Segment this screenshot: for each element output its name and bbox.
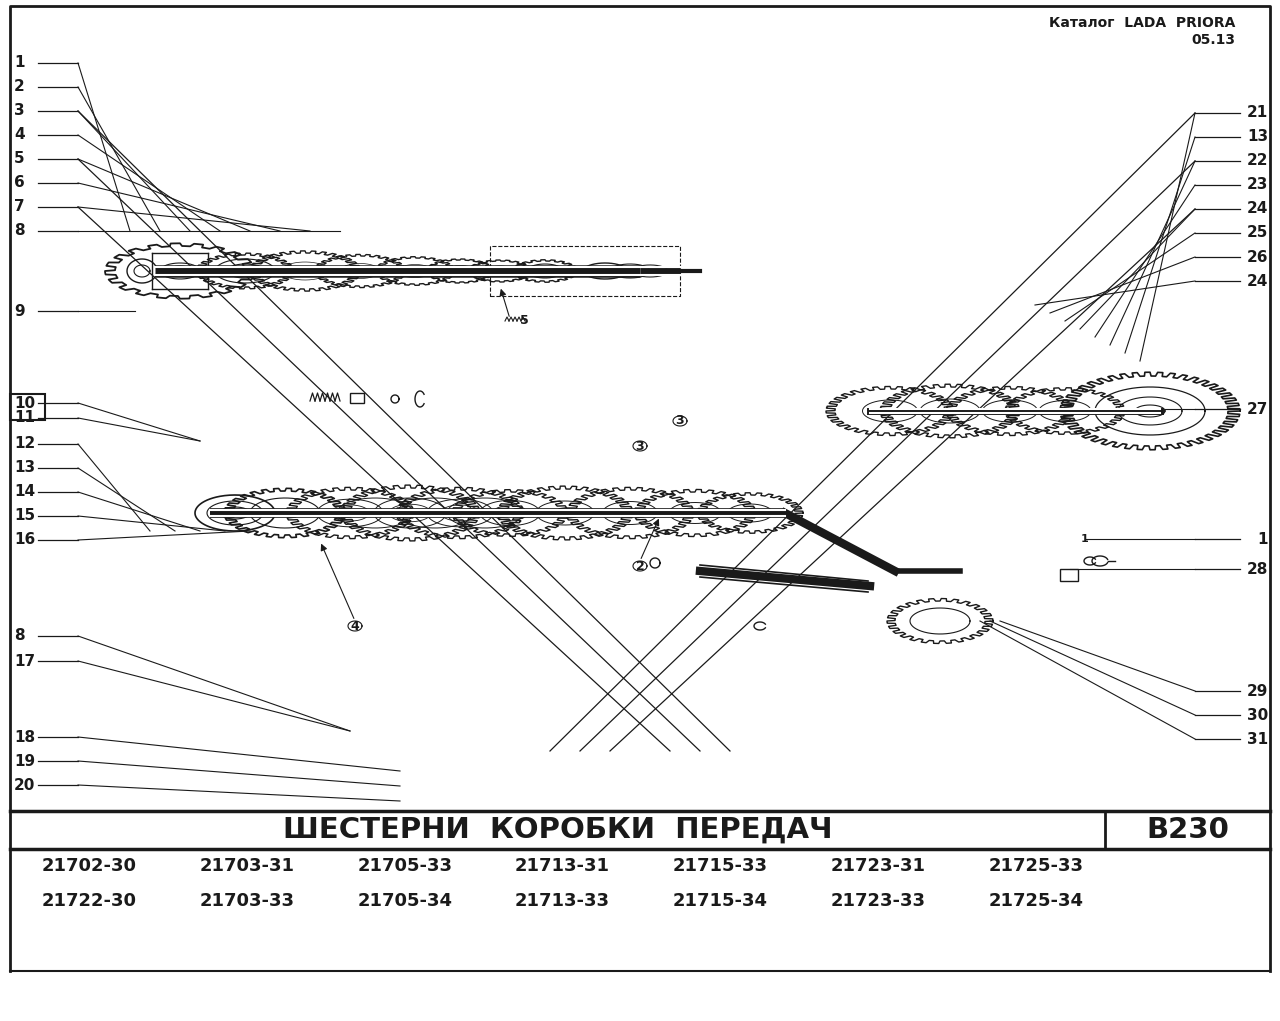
Text: 21703-33: 21703-33: [200, 892, 294, 910]
Text: 21705-33: 21705-33: [357, 857, 452, 875]
Text: 7: 7: [14, 199, 24, 214]
Text: 19: 19: [14, 753, 35, 769]
Text: 21: 21: [1247, 105, 1268, 120]
Text: 05.13: 05.13: [1190, 33, 1235, 47]
Text: 21703-31: 21703-31: [200, 857, 294, 875]
Text: 11: 11: [14, 410, 35, 426]
Text: 30: 30: [1247, 708, 1268, 723]
Text: Каталог  LADA  PRIORA: Каталог LADA PRIORA: [1048, 16, 1235, 30]
Text: 31: 31: [1247, 731, 1268, 746]
Text: 6: 6: [14, 176, 24, 191]
Text: 21713-31: 21713-31: [515, 857, 611, 875]
Bar: [10, 394, 45, 420]
Text: 29: 29: [1247, 683, 1268, 698]
Text: 3: 3: [14, 103, 24, 118]
Text: 2: 2: [636, 560, 644, 573]
Text: 24: 24: [1247, 274, 1268, 289]
Bar: [1060, 569, 1078, 581]
Text: 14: 14: [14, 485, 35, 499]
Text: 20: 20: [14, 778, 36, 792]
Text: В230: В230: [1146, 816, 1229, 844]
Text: 2: 2: [14, 80, 24, 95]
Text: 9: 9: [14, 303, 24, 319]
Text: 15: 15: [14, 508, 35, 524]
Text: 21702-30: 21702-30: [41, 857, 137, 875]
Text: 18: 18: [14, 729, 35, 744]
Text: 21725-33: 21725-33: [988, 857, 1084, 875]
Text: 24: 24: [1247, 201, 1268, 216]
Text: 5: 5: [14, 151, 24, 166]
Text: 12: 12: [14, 437, 36, 451]
Text: 13: 13: [14, 460, 35, 476]
Text: 25: 25: [1247, 226, 1268, 241]
Text: 17: 17: [14, 653, 35, 669]
Text: 27: 27: [1247, 401, 1268, 417]
Text: 21715-34: 21715-34: [673, 892, 768, 910]
Text: 3: 3: [636, 439, 644, 452]
Text: 1: 1: [1082, 534, 1089, 544]
Text: 13: 13: [1247, 130, 1268, 145]
Text: 5: 5: [520, 314, 529, 328]
Text: 21725-34: 21725-34: [988, 892, 1084, 910]
Text: 21715-33: 21715-33: [673, 857, 768, 875]
Text: 4: 4: [14, 128, 24, 143]
Text: 26: 26: [1247, 249, 1268, 264]
Text: 28: 28: [1247, 562, 1268, 577]
Text: 3: 3: [676, 415, 685, 428]
Text: 8: 8: [14, 224, 24, 239]
Text: 21723-31: 21723-31: [831, 857, 925, 875]
Text: 22: 22: [1247, 153, 1268, 168]
Text: 21713-33: 21713-33: [515, 892, 611, 910]
Text: 21723-33: 21723-33: [831, 892, 925, 910]
Bar: [349, 393, 364, 403]
Text: 4: 4: [351, 620, 360, 632]
Text: 10: 10: [14, 395, 35, 410]
Text: ШЕСТЕРНИ  КОРОБКИ  ПЕРЕДАЧ: ШЕСТЕРНИ КОРОБКИ ПЕРЕДАЧ: [283, 816, 832, 844]
Text: 16: 16: [14, 533, 36, 547]
Text: 23: 23: [1247, 178, 1268, 193]
Text: 1: 1: [14, 55, 24, 70]
Text: 1: 1: [1257, 532, 1268, 546]
Text: 21722-30: 21722-30: [41, 892, 137, 910]
Text: 21705-34: 21705-34: [357, 892, 452, 910]
Text: 8: 8: [14, 629, 24, 643]
